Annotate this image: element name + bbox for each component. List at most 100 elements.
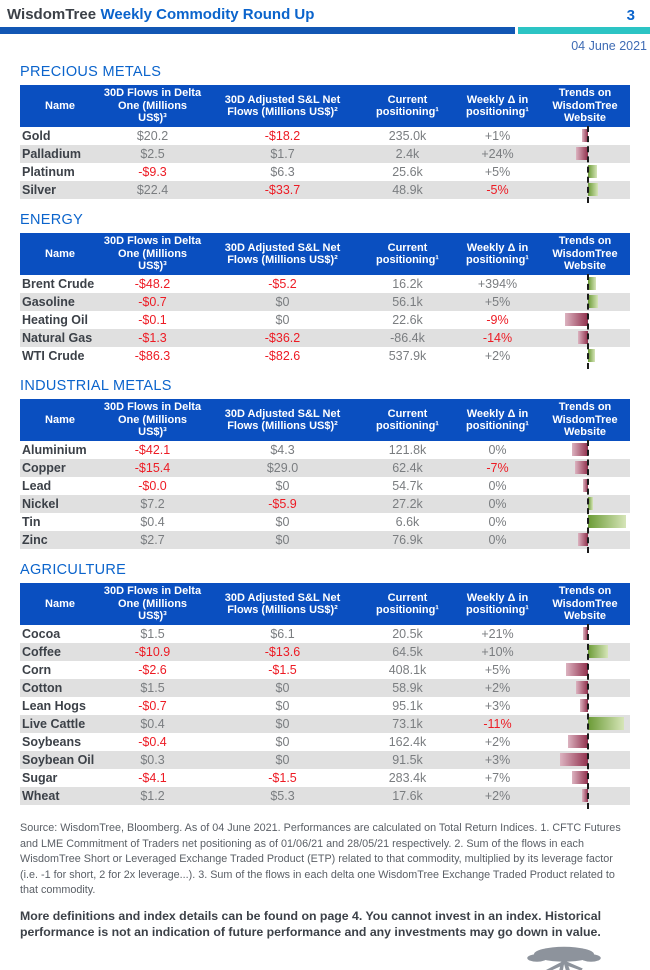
col-header-adjusted: 30D Adjusted S&L Net Flows (Millions US$… [224, 591, 341, 617]
trend-cell [540, 275, 630, 293]
positioning-value: 58.9k [392, 681, 423, 695]
positioning-value: 95.1k [392, 699, 423, 713]
disclaimer-note: More definitions and index details can b… [20, 908, 602, 939]
flows-value: $0.3 [140, 753, 165, 767]
weekly-change-value: 0% [488, 515, 507, 529]
col-header-weekly: Weekly Δ in positioning¹ [466, 407, 529, 433]
section-title: AGRICULTURE [20, 562, 127, 578]
adjusted-flows-value: $29.0 [266, 461, 299, 475]
bottom-bar: WisdomTree.com +44 (0) 207 448 4330 Wisd… [7, 946, 640, 970]
trend-bar [588, 515, 626, 528]
trend-bar [580, 699, 588, 712]
adjusted-flows-value: $0 [275, 515, 290, 529]
col-header-weekly: Weekly Δ in positioning¹ [466, 241, 529, 267]
trend-zero-line [587, 126, 589, 203]
weekly-change-value: -11% [483, 717, 512, 731]
adjusted-flows-value: $0 [275, 735, 290, 749]
trend-zero-line [587, 440, 589, 553]
trend-bar [572, 443, 588, 456]
col-header-adjusted: 30D Adjusted S&L Net Flows (Millions US$… [224, 241, 341, 267]
section-title: INDUSTRIAL METALS [20, 378, 172, 394]
col-header-positioning: Current positioning¹ [376, 591, 439, 617]
commodity-name: Zinc [22, 533, 48, 547]
commodity-name: Brent Crude [22, 277, 95, 291]
trend-cell [540, 329, 630, 347]
col-header-name: Name [45, 413, 75, 426]
commodity-name: Palladium [22, 147, 82, 161]
commodity-name: Aluminium [22, 443, 87, 457]
trend-bar [588, 277, 596, 290]
weekly-change-value: +10% [481, 645, 514, 659]
commodity-name: Nickel [22, 497, 59, 511]
trend-cell [540, 661, 630, 679]
adjusted-flows-value: -$33.7 [264, 183, 301, 197]
commodity-name: Gasoline [22, 295, 75, 309]
flows-value: -$0.0 [138, 479, 167, 493]
trend-cell [540, 347, 630, 365]
sections-container: PRECIOUS METALS Name 30D Flows in Delta On… [20, 64, 630, 809]
table-row: Gasoline -$0.7 $0 56.1k +5% [20, 293, 630, 311]
flows-value: -$10.9 [134, 645, 171, 659]
commodity-table: Name 30D Flows in Delta One (Millions US$… [20, 399, 630, 553]
positioning-value: -86.4k [390, 331, 425, 345]
col-header-positioning: Current positioning¹ [376, 407, 439, 433]
positioning-value: 17.6k [392, 789, 423, 803]
weekly-change-value: +5% [484, 295, 511, 309]
trend-cell [540, 311, 630, 329]
header-rule [0, 27, 650, 34]
trend-cell [540, 643, 630, 661]
commodity-name: Gold [22, 129, 51, 143]
commodity-name: Corn [22, 663, 52, 677]
document-title: WisdomTree Weekly Commodity Round Up [7, 6, 314, 24]
col-header-trends: Trends on WisdomTree Website [552, 87, 618, 125]
trend-cell [540, 787, 630, 805]
trend-cell [540, 751, 630, 769]
flows-value: $2.7 [140, 533, 165, 547]
positioning-value: 54.7k [392, 479, 423, 493]
commodity-name: Coffee [22, 645, 61, 659]
source-note: Source: WisdomTree, Bloomberg. As of 04 … [20, 822, 621, 896]
commodity-name: Tin [22, 515, 41, 529]
trend-bar [588, 717, 624, 730]
table-header-row: Name 30D Flows in Delta One (Millions US$… [20, 399, 630, 441]
flows-value: -$48.2 [134, 277, 171, 291]
col-header-weekly: Weekly Δ in positioning¹ [466, 93, 529, 119]
trend-bar [560, 753, 588, 766]
positioning-value: 2.4k [395, 147, 420, 161]
flows-value: -$4.1 [138, 771, 167, 785]
trend-bar [576, 147, 588, 160]
col-header-weekly: Weekly Δ in positioning¹ [466, 591, 529, 617]
adjusted-flows-value: -$18.2 [264, 129, 301, 143]
adjusted-flows-value: $0 [275, 699, 290, 713]
trend-cell [540, 531, 630, 549]
tree-icon [527, 946, 602, 970]
trend-cell [540, 477, 630, 495]
adjusted-flows-value: -$13.6 [264, 645, 301, 659]
commodity-name: Sugar [22, 771, 58, 785]
trend-bar [588, 295, 598, 308]
section-title: PRECIOUS METALS [20, 64, 162, 80]
header-rule-teal [518, 27, 650, 34]
commodity-section: INDUSTRIAL METALS Name 30D Flows in Delta … [20, 378, 630, 553]
positioning-value: 408.1k [388, 663, 427, 677]
table-body: Aluminium -$42.1 $4.3 121.8k 0% Copper -$15.4 $… [20, 440, 630, 553]
col-header-trends: Trends on WisdomTree Website [552, 585, 618, 623]
brand-text: WisdomTree [7, 6, 97, 23]
table-row: Copper -$15.4 $29.0 62.4k -7% [20, 459, 630, 477]
table-row: Silver $22.4 -$33.7 48.9k -5% [20, 181, 630, 199]
page-number: 3 [626, 7, 635, 24]
flows-value: -$0.4 [138, 735, 167, 749]
table-row: Coffee -$10.9 -$13.6 64.5k +10% [20, 643, 630, 661]
col-header-flows: 30D Flows in Delta One (Millions US$)³ [103, 585, 202, 623]
adjusted-flows-value: $1.7 [270, 147, 295, 161]
trend-bar [565, 313, 588, 326]
table-row: Lean Hogs -$0.7 $0 95.1k +3% [20, 697, 630, 715]
trend-bar [588, 497, 593, 510]
adjusted-flows-value: -$5.2 [268, 277, 297, 291]
table-row: Live Cattle $0.4 $0 73.1k -11% [20, 715, 630, 733]
positioning-value: 56.1k [392, 295, 423, 309]
trend-cell [540, 625, 630, 643]
weekly-change-value: +2% [484, 735, 511, 749]
trend-bar [588, 165, 597, 178]
col-header-name: Name [45, 247, 75, 260]
